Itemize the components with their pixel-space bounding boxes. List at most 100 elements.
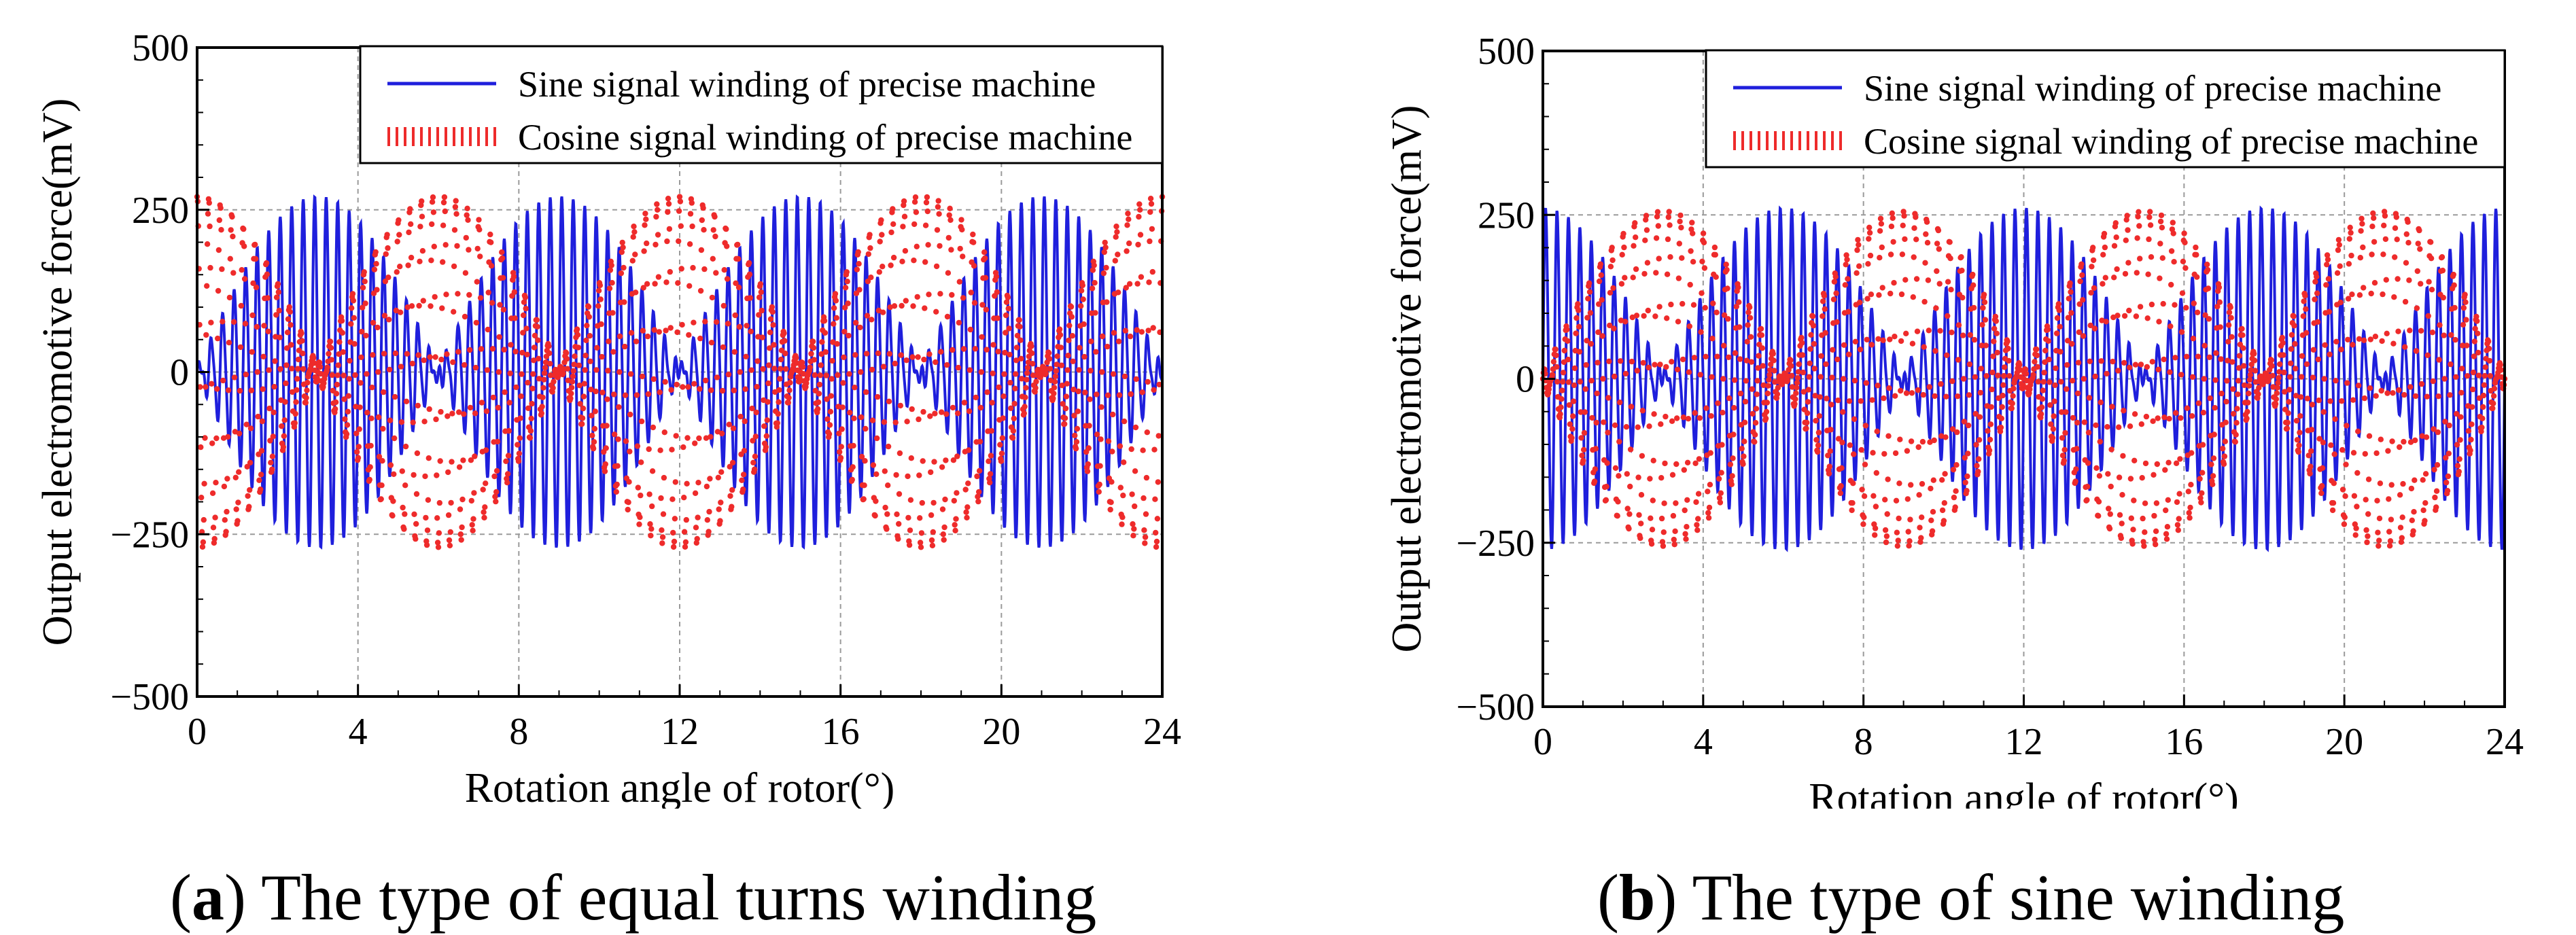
series-point-b-1 xyxy=(2439,267,2446,274)
series-point-b-1 xyxy=(2358,228,2364,234)
series-point-a-1 xyxy=(352,372,358,378)
series-point-a-1 xyxy=(502,389,508,395)
series-point-b-1 xyxy=(2187,504,2193,511)
series-point-b-1 xyxy=(2470,369,2477,376)
series-point-b-1 xyxy=(2141,543,2147,549)
series-point-b-1 xyxy=(2462,299,2469,305)
series-point-b-1 xyxy=(2190,336,2197,342)
series-point-b-1 xyxy=(2316,398,2322,404)
series-point-a-1 xyxy=(1064,367,1071,373)
series-point-a-1 xyxy=(1008,405,1014,411)
series-point-a-1 xyxy=(348,321,354,327)
series-point-a-1 xyxy=(478,400,485,406)
series-point-b-1 xyxy=(2241,363,2247,369)
series-point-a-1 xyxy=(405,262,411,268)
series-point-b-1 xyxy=(1695,516,1701,522)
series-point-a-1 xyxy=(663,279,669,285)
series-point-b-1 xyxy=(1684,524,1690,530)
series-point-a-1 xyxy=(704,517,711,523)
series-point-a-1 xyxy=(854,266,860,272)
series-point-a-1 xyxy=(448,499,454,506)
series-point-b-1 xyxy=(2199,490,2205,496)
series-point-a-1 xyxy=(351,340,358,347)
series-point-a-1 xyxy=(1017,323,1023,330)
series-point-b-1 xyxy=(2140,515,2146,522)
series-point-a-1 xyxy=(767,330,773,336)
series-point-b-1 xyxy=(1728,481,1735,487)
series-point-b-1 xyxy=(1894,529,1900,535)
series-point-b-1 xyxy=(1863,380,1869,386)
series-point-b-1 xyxy=(1767,367,1773,373)
series-point-b-1 xyxy=(2152,536,2158,543)
series-point-b-1 xyxy=(2103,319,2109,325)
series-point-b-1 xyxy=(2325,276,2332,282)
series-point-b-1 xyxy=(2061,446,2068,453)
series-point-b-1 xyxy=(2240,345,2246,351)
series-point-b-1 xyxy=(1818,353,1824,359)
series-point-b-1 xyxy=(1861,493,1868,499)
series-point-b-1 xyxy=(2136,223,2142,229)
series-point-a-1 xyxy=(1098,404,1104,410)
series-point-b-1 xyxy=(2326,308,2332,315)
series-point-a-1 xyxy=(678,266,684,272)
series-point-a-1 xyxy=(783,366,789,372)
series-point-a-1 xyxy=(1001,371,1007,377)
series-point-b-1 xyxy=(1916,492,1922,498)
series-point-b-1 xyxy=(2230,386,2236,392)
series-point-b-1 xyxy=(1641,270,1648,277)
series-point-a-1 xyxy=(753,409,759,416)
series-point-a-1 xyxy=(1052,373,1059,380)
series-point-b-1 xyxy=(2208,461,2214,468)
series-point-b-1 xyxy=(1707,482,1713,488)
series-point-b-1 xyxy=(1754,391,1760,398)
series-point-b-1 xyxy=(1804,419,1810,426)
series-point-a-1 xyxy=(220,319,226,325)
series-point-b-1 xyxy=(2303,330,2310,336)
series-point-b-1 xyxy=(2314,274,2320,280)
series-point-a-1 xyxy=(353,404,359,410)
series-point-b-1 xyxy=(1670,512,1677,519)
series-point-a-1 xyxy=(740,487,746,493)
series-point-b-1 xyxy=(1684,497,1690,503)
series-point-b-1 xyxy=(2387,538,2394,544)
series-point-b-1 xyxy=(1627,483,1633,490)
series-point-b-1 xyxy=(2468,436,2474,443)
series-point-b-1 xyxy=(1727,461,1734,468)
series-point-a-1 xyxy=(361,269,367,275)
series-point-b-1 xyxy=(2324,262,2330,268)
series-point-b-1 xyxy=(2118,535,2124,542)
series-point-b-1 xyxy=(2160,300,2166,307)
series-point-b-1 xyxy=(2380,251,2386,258)
series-point-a-1 xyxy=(1066,322,1073,329)
series-point-b-1 xyxy=(2397,492,2403,498)
series-point-b-1 xyxy=(2469,386,2476,393)
series-point-b-1 xyxy=(1671,536,1677,543)
series-point-b-1 xyxy=(2214,304,2221,310)
series-point-a-1 xyxy=(966,408,973,414)
series-point-a-1 xyxy=(610,310,616,316)
series-point-b-1 xyxy=(1774,391,1781,398)
series-point-a-1 xyxy=(877,239,883,245)
series-point-a-1 xyxy=(1112,258,1119,264)
series-point-b-1 xyxy=(2451,282,2457,288)
series-point-a-1 xyxy=(294,376,300,382)
series-point-a-1 xyxy=(885,443,892,450)
series-point-b-1 xyxy=(1903,390,1910,396)
panel-label-a: a xyxy=(191,861,224,934)
series-point-a-1 xyxy=(939,506,946,512)
series-point-a-1 xyxy=(680,444,686,451)
series-point-b-1 xyxy=(1617,400,1623,406)
series-point-a-1 xyxy=(425,497,432,503)
series-point-b-1 xyxy=(2179,290,2186,296)
series-point-b-1 xyxy=(1742,398,1749,405)
series-point-a-1 xyxy=(268,466,275,472)
series-point-a-1 xyxy=(619,249,625,255)
series-point-a-1 xyxy=(1029,350,1035,356)
series-point-b-1 xyxy=(2126,307,2132,314)
series-point-b-1 xyxy=(1992,313,1999,320)
series-point-a-1 xyxy=(901,213,908,219)
series-point-b-1 xyxy=(2223,419,2229,425)
series-point-a-1 xyxy=(303,395,309,401)
series-point-b-1 xyxy=(2053,330,2060,336)
series-point-b-1 xyxy=(2426,279,2432,285)
